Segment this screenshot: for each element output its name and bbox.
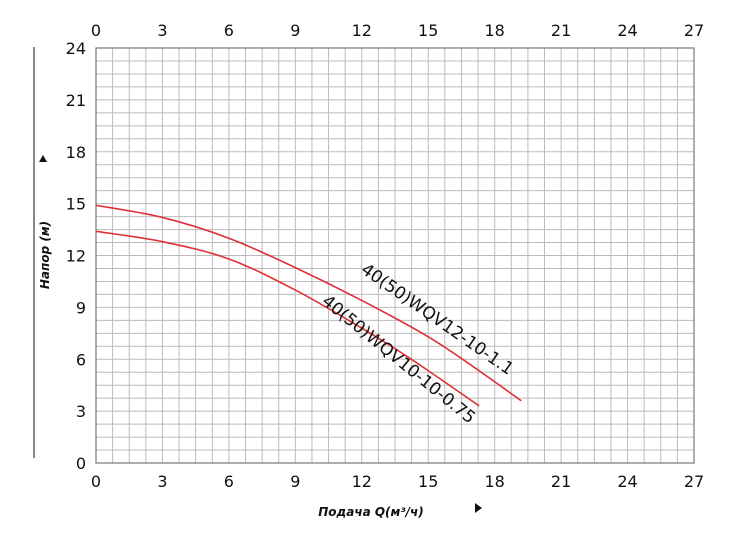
y-tick-label: 0 xyxy=(76,454,86,473)
x-tick-label-bottom: 27 xyxy=(684,472,704,491)
grid xyxy=(95,47,695,464)
x-tick-label-top: 27 xyxy=(684,21,704,40)
y-tick-label: 24 xyxy=(66,39,86,58)
x-tick-label-bottom: 12 xyxy=(352,472,372,491)
x-tick-label-bottom: 24 xyxy=(617,472,637,491)
x-tick-label-top: 12 xyxy=(352,21,372,40)
x-tick-label-top: 9 xyxy=(290,21,300,40)
x-tick-label-top: 6 xyxy=(224,21,234,40)
curve-label-2: 40(50)WQV10-10-0.75 xyxy=(318,291,479,428)
y-tick-label: 9 xyxy=(76,298,86,317)
x-tick-label-bottom: 21 xyxy=(551,472,571,491)
y-tick-label: 18 xyxy=(66,143,86,162)
x-tick-label-top: 0 xyxy=(91,21,101,40)
y-tick-label: 21 xyxy=(66,91,86,110)
x-tick-label-bottom: 0 xyxy=(91,472,101,491)
x-tick-label-top: 18 xyxy=(484,21,504,40)
y-axis-title: Напор (м) xyxy=(38,221,52,289)
pump-curve-1 xyxy=(95,204,522,402)
x-tick-label-bottom: 9 xyxy=(290,472,300,491)
x-axis-arrow-icon xyxy=(475,503,482,513)
x-tick-label-bottom: 3 xyxy=(157,472,167,491)
labels: 0033669912121515181821212424272703691215… xyxy=(38,21,704,519)
x-tick-label-bottom: 6 xyxy=(224,472,234,491)
x-axis-title: Подача Q(м³/ч) xyxy=(318,505,423,519)
curves xyxy=(95,204,522,407)
plot-frame xyxy=(95,47,695,464)
curve-label-1: 40(50)WQV12-10-1.1 xyxy=(357,260,517,380)
axes xyxy=(33,47,695,513)
y-tick-label: 15 xyxy=(66,195,86,214)
x-tick-label-top: 15 xyxy=(418,21,438,40)
x-tick-label-bottom: 18 xyxy=(484,472,504,491)
pump-curve-2 xyxy=(95,230,480,407)
x-tick-label-top: 21 xyxy=(551,21,571,40)
y-tick-label: 12 xyxy=(66,247,86,266)
x-tick-label-bottom: 15 xyxy=(418,472,438,491)
y-axis-arrow-icon xyxy=(39,155,47,162)
x-tick-label-top: 3 xyxy=(157,21,167,40)
y-tick-label: 6 xyxy=(76,350,86,369)
x-tick-label-top: 24 xyxy=(617,21,637,40)
y-tick-label: 3 xyxy=(76,402,86,421)
